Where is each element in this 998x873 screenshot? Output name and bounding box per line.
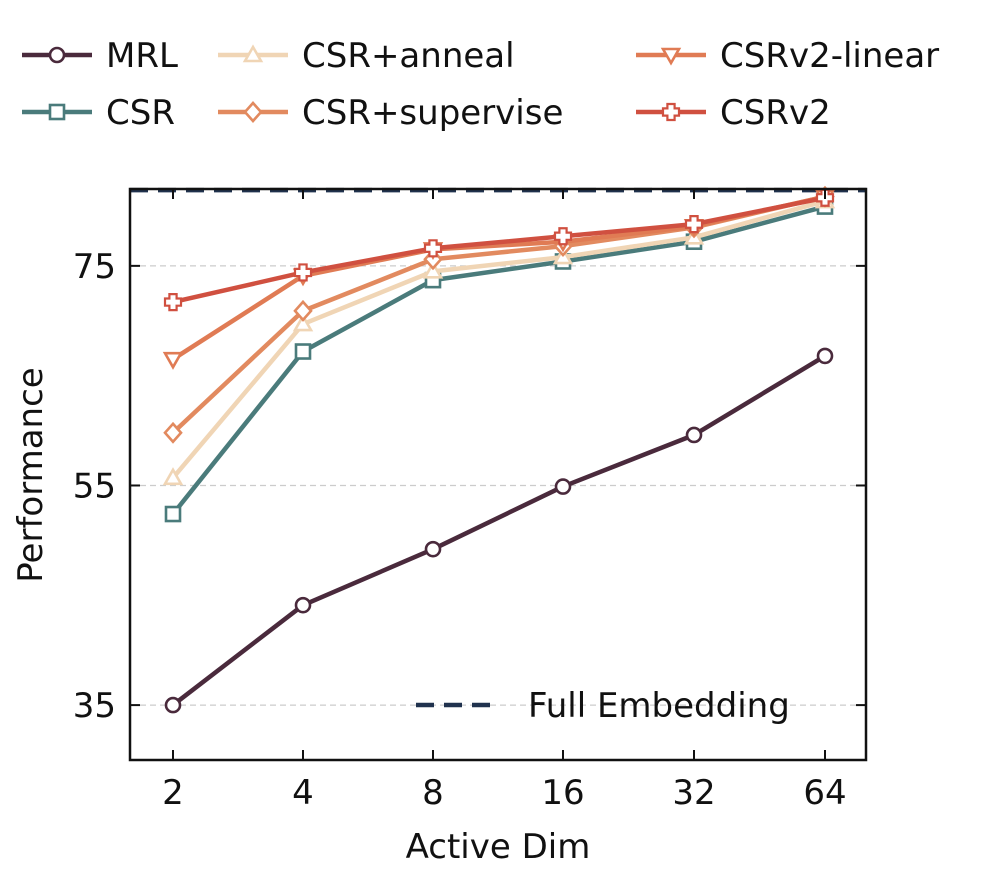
legend-marker-csrv2 — [661, 102, 681, 122]
legend-item-csrv2-linear: CSRv2-linear — [636, 36, 939, 76]
reference-legend: Full Embedding — [416, 686, 790, 726]
x-axis-label: Active Dim — [406, 827, 591, 867]
legend-item-csr-supervise: CSR+supervise — [218, 93, 563, 133]
point-mrl-32 — [685, 426, 703, 444]
series-mrl — [164, 347, 834, 714]
point-csr-anneal-4 — [292, 313, 314, 332]
point-csrv2-8 — [423, 239, 443, 258]
point-mrl-64 — [816, 347, 834, 365]
legend-marker-csr — [48, 103, 66, 121]
point-csrv2-linear-2 — [162, 351, 184, 370]
point-mrl-2 — [164, 696, 182, 714]
legend-item-csrv2: CSRv2 — [636, 93, 831, 133]
y-tick-label-55: 55 — [73, 466, 116, 506]
point-csr-anneal-8 — [422, 260, 444, 279]
point-csr-2 — [164, 505, 182, 523]
legend-marker-mrl — [48, 46, 66, 64]
legend-label-csr: CSR — [106, 93, 175, 133]
point-csr-supervise-4 — [293, 299, 313, 322]
x-tick-label-8: 8 — [422, 773, 444, 813]
series-csr — [164, 198, 834, 523]
legend-marker-csrv2-linear — [660, 47, 682, 66]
legend-item-mrl: MRL — [22, 36, 178, 76]
axes: 2 4 8 16 32 64 35 55 75 — [73, 187, 868, 813]
legend-label-csrv2: CSRv2 — [720, 93, 831, 133]
point-csr-4 — [294, 343, 312, 360]
x-tick-label-32: 32 — [672, 773, 715, 813]
point-csr-supervise-2 — [163, 421, 183, 444]
reference-legend-label: Full Embedding — [528, 686, 790, 726]
legend-marker-csr-anneal — [242, 44, 264, 63]
legend-item-csr-anneal: CSR+anneal — [218, 36, 515, 76]
y-tick-label-75: 75 — [73, 247, 116, 287]
x-tick-label-2: 2 — [162, 773, 184, 813]
legend-label-csr-supervise: CSR+supervise — [302, 93, 563, 133]
series-line-csr-anneal — [171, 198, 826, 480]
series-line-csrv2 — [172, 195, 826, 305]
point-mrl-8 — [424, 540, 442, 558]
point-csrv2-2 — [163, 293, 183, 312]
y-tick-label-35: 35 — [73, 686, 116, 726]
point-csrv2-16 — [553, 227, 573, 246]
legend-marker-csr-supervise — [243, 101, 263, 123]
x-tick-label-64: 64 — [803, 773, 846, 813]
grid — [130, 265, 866, 706]
x-tick-label-4: 4 — [292, 773, 314, 813]
legend: MRL CSR CSR+anneal CSR+supervise CSRv2-linea… — [22, 36, 939, 133]
y-axis-label: Performance — [11, 367, 51, 582]
legend-label-mrl: MRL — [106, 36, 178, 76]
legend-label-csr-anneal: CSR+anneal — [302, 36, 515, 76]
series-line-csr — [171, 204, 826, 516]
legend-item-csr: CSR — [22, 93, 175, 133]
point-csr-anneal-2 — [162, 467, 184, 486]
x-tick-label-16: 16 — [541, 773, 584, 813]
series-line-mrl — [171, 353, 827, 707]
plot-frame — [128, 187, 868, 762]
series-csr-anneal — [162, 190, 836, 486]
point-csrv2-4 — [293, 263, 313, 282]
series-csrv2 — [163, 188, 835, 312]
point-mrl-4 — [294, 596, 312, 614]
point-csrv2-32 — [684, 215, 704, 234]
legend-label-csrv2-linear: CSRv2-linear — [720, 36, 939, 76]
point-mrl-16 — [554, 478, 572, 495]
series-layer — [162, 185, 836, 714]
